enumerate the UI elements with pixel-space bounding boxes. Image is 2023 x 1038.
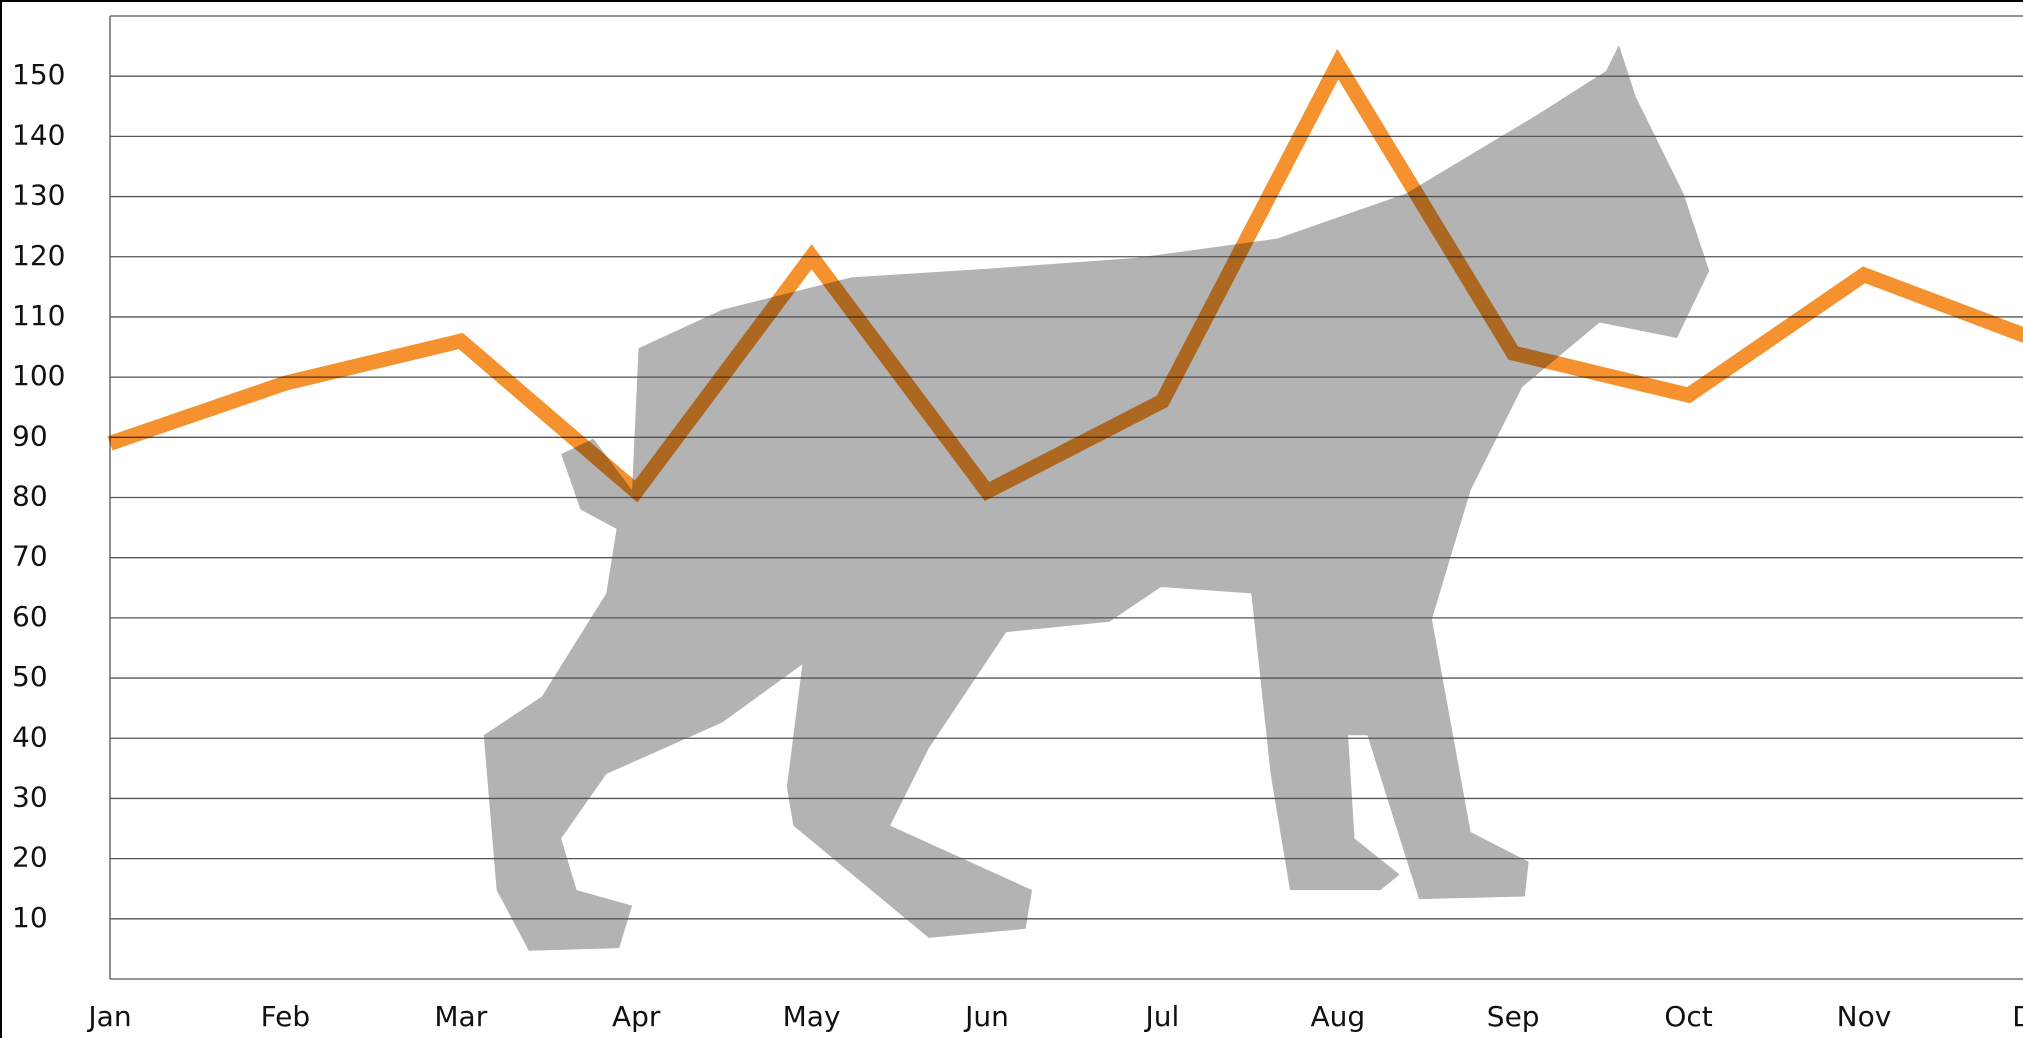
y-tick-label: 130 (12, 179, 65, 212)
x-tick-label: Jun (963, 1000, 1009, 1033)
y-tick-label: 80 (12, 480, 48, 513)
y-tick-label: 100 (12, 359, 65, 392)
y-tick-label: 50 (12, 660, 48, 693)
y-tick-label: 110 (12, 299, 65, 332)
x-tick-label: Aug (1310, 1000, 1365, 1033)
x-tick-label: Feb (261, 1000, 311, 1033)
y-tick-label: 10 (12, 901, 48, 934)
x-tick-label: Apr (612, 1000, 661, 1033)
y-tick-label: 120 (12, 239, 65, 272)
chart: 10 20 30 40 50 60 70 80 90 100 110 120 130 140 150 Jan F… (0, 0, 2023, 1038)
y-tick-label: 60 (12, 600, 48, 633)
x-tick-label: Nov (1837, 1000, 1892, 1033)
x-tick-label: Sep (1487, 1000, 1540, 1033)
x-tick-label: Jan (86, 1000, 131, 1033)
y-tick-label: 150 (12, 58, 65, 91)
y-tick-label: 90 (12, 419, 48, 452)
x-tick-label: Mar (434, 1000, 487, 1033)
y-tick-label: 20 (12, 841, 48, 874)
y-tick-label: 30 (12, 780, 48, 813)
y-tick-label: 70 (12, 540, 48, 573)
x-tick-label: Jul (1144, 1000, 1180, 1033)
x-tick-label: May (783, 1000, 841, 1033)
x-tick-label: Dec (2012, 1000, 2023, 1033)
y-tick-label: 140 (12, 118, 65, 151)
y-tick-label: 40 (12, 720, 48, 753)
x-tick-label: Oct (1664, 1000, 1712, 1033)
